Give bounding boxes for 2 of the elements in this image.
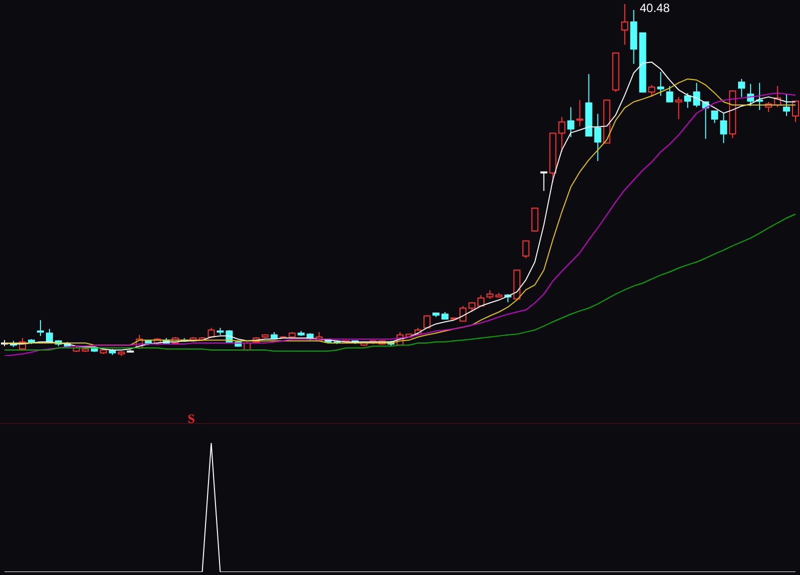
annotation: 40.48 xyxy=(640,1,670,15)
text: S xyxy=(188,411,195,426)
